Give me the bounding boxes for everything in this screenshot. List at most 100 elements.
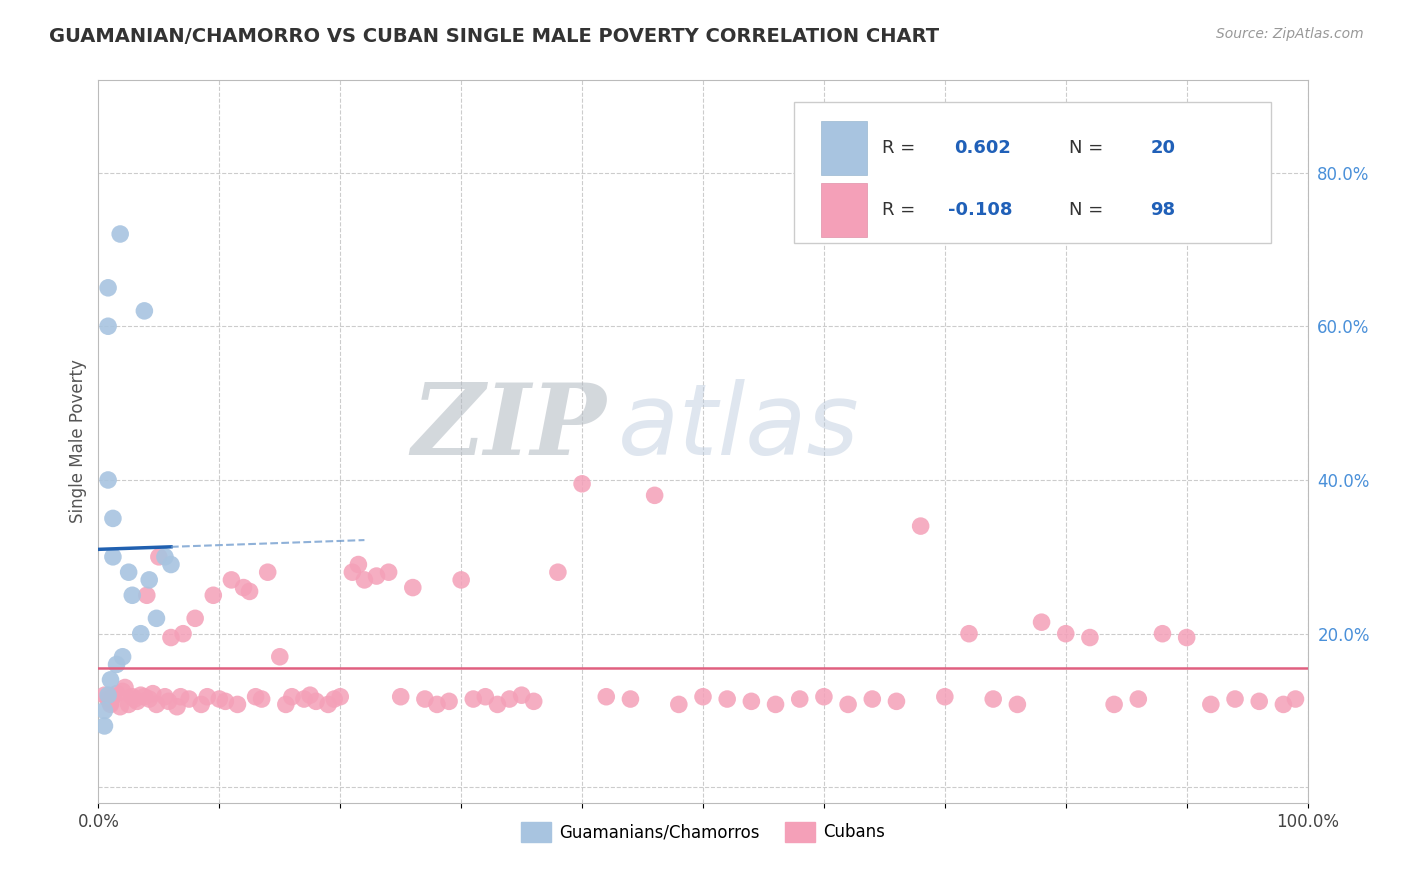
Point bbox=[1175, 631, 1198, 645]
Point bbox=[129, 626, 152, 640]
Bar bbox=[821, 121, 868, 176]
Y-axis label: Single Male Poverty: Single Male Poverty bbox=[69, 359, 87, 524]
Point bbox=[323, 692, 346, 706]
Point bbox=[111, 684, 134, 698]
Point bbox=[97, 281, 120, 295]
Point bbox=[138, 573, 160, 587]
Point bbox=[886, 694, 908, 708]
Point bbox=[437, 694, 460, 708]
Point bbox=[716, 692, 738, 706]
Point bbox=[202, 588, 225, 602]
Point bbox=[765, 698, 787, 712]
Point bbox=[179, 692, 201, 706]
Text: 0.602: 0.602 bbox=[955, 139, 1011, 157]
FancyBboxPatch shape bbox=[793, 102, 1271, 243]
Point bbox=[668, 698, 690, 712]
Point bbox=[145, 698, 167, 712]
Point bbox=[813, 690, 835, 704]
Point bbox=[1054, 626, 1077, 640]
Point bbox=[1102, 698, 1125, 712]
Point bbox=[281, 690, 304, 704]
Point bbox=[97, 473, 120, 487]
Point bbox=[316, 698, 339, 712]
Point bbox=[195, 690, 218, 704]
Point bbox=[97, 319, 120, 334]
Point bbox=[148, 549, 170, 564]
Point bbox=[129, 688, 152, 702]
Point bbox=[474, 690, 496, 704]
Point bbox=[595, 690, 617, 704]
Point bbox=[93, 719, 115, 733]
Point bbox=[692, 690, 714, 704]
Point bbox=[256, 565, 278, 579]
Point bbox=[342, 565, 364, 579]
Point bbox=[138, 692, 160, 706]
Text: GUAMANIAN/CHAMORRO VS CUBAN SINGLE MALE POVERTY CORRELATION CHART: GUAMANIAN/CHAMORRO VS CUBAN SINGLE MALE … bbox=[49, 27, 939, 45]
Point bbox=[305, 694, 328, 708]
Point bbox=[153, 690, 176, 704]
Point bbox=[108, 699, 131, 714]
Point bbox=[619, 692, 641, 706]
Point bbox=[221, 573, 243, 587]
Point bbox=[169, 690, 191, 704]
Point bbox=[118, 698, 141, 712]
Legend: Guamanians/Chamorros, Cubans: Guamanians/Chamorros, Cubans bbox=[515, 815, 891, 848]
Point bbox=[1152, 626, 1174, 640]
Point bbox=[101, 690, 124, 704]
Point bbox=[108, 227, 131, 241]
Point bbox=[292, 692, 315, 706]
Text: Source: ZipAtlas.com: Source: ZipAtlas.com bbox=[1216, 27, 1364, 41]
Text: 98: 98 bbox=[1150, 201, 1175, 219]
Point bbox=[463, 692, 485, 706]
Point bbox=[486, 698, 509, 712]
Point bbox=[329, 690, 352, 704]
Point bbox=[118, 565, 141, 579]
Point bbox=[100, 673, 122, 687]
Point bbox=[97, 688, 120, 702]
Point bbox=[740, 694, 762, 708]
Point bbox=[172, 626, 194, 640]
Point bbox=[100, 698, 122, 712]
Point bbox=[377, 565, 399, 579]
Point bbox=[190, 698, 212, 712]
Point bbox=[145, 611, 167, 625]
Point bbox=[644, 488, 666, 502]
Point bbox=[134, 690, 156, 704]
Point bbox=[239, 584, 262, 599]
Text: -0.108: -0.108 bbox=[949, 201, 1012, 219]
Point bbox=[208, 692, 231, 706]
Point bbox=[523, 694, 546, 708]
Point bbox=[426, 698, 449, 712]
Point bbox=[547, 565, 569, 579]
Point bbox=[166, 699, 188, 714]
Point bbox=[232, 581, 254, 595]
Text: R =: R = bbox=[882, 139, 921, 157]
Point bbox=[97, 692, 120, 706]
Point bbox=[274, 698, 297, 712]
Text: R =: R = bbox=[882, 201, 921, 219]
Point bbox=[101, 549, 124, 564]
Point bbox=[160, 558, 183, 572]
Point bbox=[957, 626, 980, 640]
Point bbox=[121, 588, 143, 602]
Point bbox=[157, 694, 180, 708]
Point bbox=[789, 692, 811, 706]
Point bbox=[981, 692, 1004, 706]
Point bbox=[269, 649, 291, 664]
Point bbox=[366, 569, 388, 583]
Point bbox=[134, 304, 156, 318]
Point bbox=[1284, 692, 1306, 706]
Point bbox=[860, 692, 883, 706]
Point bbox=[510, 688, 533, 702]
Point bbox=[226, 698, 249, 712]
Point bbox=[1223, 692, 1246, 706]
Point bbox=[1031, 615, 1053, 630]
Point bbox=[498, 692, 520, 706]
Point bbox=[1128, 692, 1150, 706]
Text: N =: N = bbox=[1070, 201, 1109, 219]
Point bbox=[100, 696, 122, 710]
Point bbox=[160, 631, 183, 645]
Point bbox=[910, 519, 932, 533]
Point bbox=[353, 573, 375, 587]
Text: 20: 20 bbox=[1150, 139, 1175, 157]
